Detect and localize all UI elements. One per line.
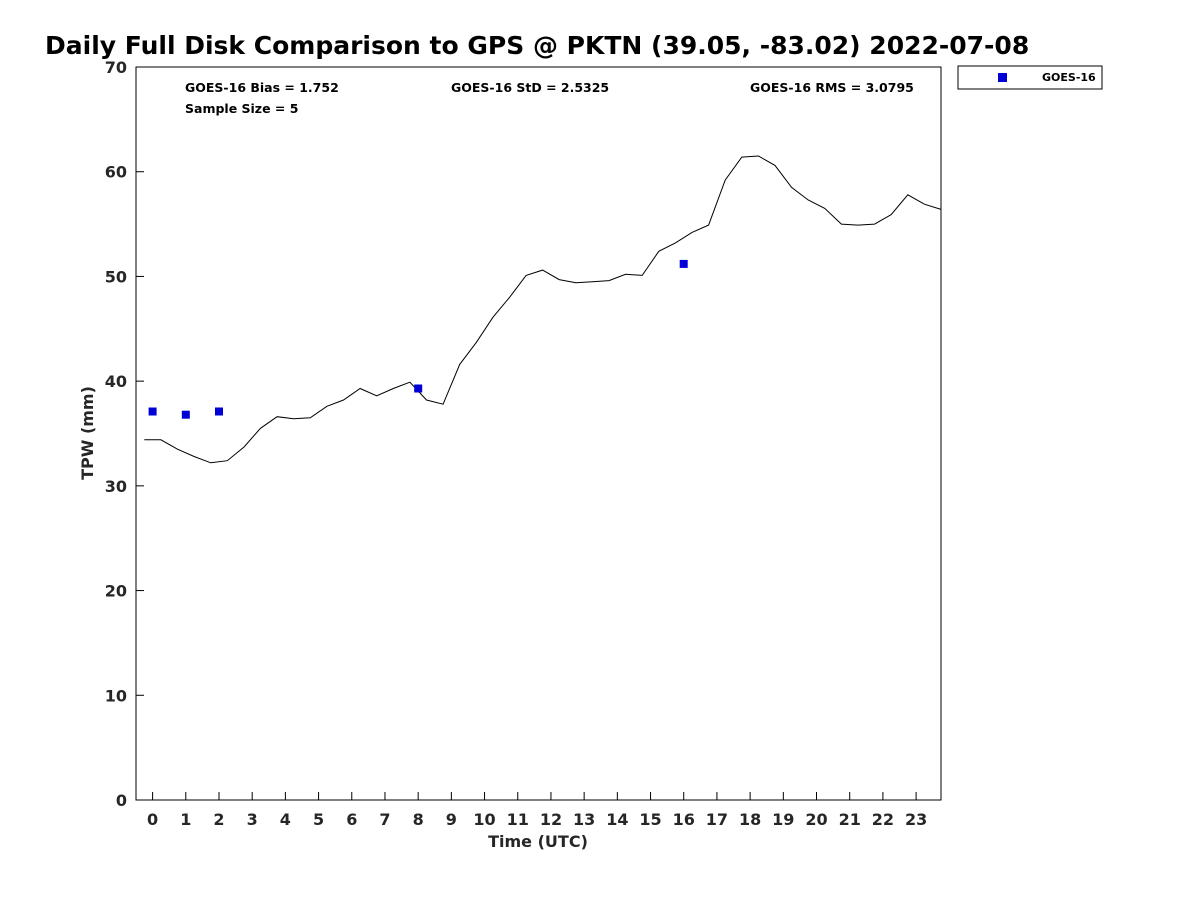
stat-sample-size: Sample Size = 5	[185, 101, 298, 116]
x-tick-label: 0	[147, 810, 158, 829]
x-tick-label: 14	[606, 810, 628, 829]
stat-std: GOES-16 StD = 2.5325	[451, 80, 609, 95]
goes16-point	[148, 407, 157, 416]
chart-title: Daily Full Disk Comparison to GPS @ PKTN…	[45, 31, 1029, 60]
goes16-point	[181, 410, 190, 419]
x-tick-label: 16	[673, 810, 695, 829]
y-tick-label: 40	[105, 372, 127, 391]
legend: GOES-16	[957, 65, 1103, 90]
y-tick-label: 10	[105, 686, 127, 705]
y-tick-label: 70	[105, 58, 127, 77]
goes16-point	[679, 259, 688, 268]
x-tick-label: 19	[772, 810, 794, 829]
x-tick-label: 23	[905, 810, 927, 829]
x-tick-label: 11	[507, 810, 529, 829]
x-axis-title: Time (UTC)	[488, 832, 588, 851]
x-tick-label: 20	[805, 810, 827, 829]
goes16-point	[414, 384, 423, 393]
x-tick-label: 12	[540, 810, 562, 829]
x-tick-label: 6	[346, 810, 357, 829]
stat-bias: GOES-16 Bias = 1.752	[185, 80, 339, 95]
y-tick-label: 20	[105, 582, 127, 601]
x-tick-label: 21	[839, 810, 861, 829]
x-tick-label: 2	[213, 810, 224, 829]
x-tick-label: 22	[872, 810, 894, 829]
x-tick-label: 5	[313, 810, 324, 829]
y-tick-label: 60	[105, 163, 127, 182]
legend-label: GOES-16	[1042, 71, 1096, 84]
x-tick-label: 4	[280, 810, 291, 829]
x-tick-label: 9	[446, 810, 457, 829]
plot-frame	[135, 66, 942, 801]
x-tick-label: 7	[379, 810, 390, 829]
y-tick-label: 50	[105, 267, 127, 286]
x-tick-label: 15	[639, 810, 661, 829]
goes16-point	[215, 407, 223, 416]
stat-rms: GOES-16 RMS = 3.0795	[750, 80, 914, 95]
y-tick-label: 0	[116, 791, 127, 810]
x-tick-label: 17	[706, 810, 728, 829]
x-tick-label: 18	[739, 810, 761, 829]
legend-marker	[998, 73, 1007, 82]
x-tick-label: 1	[180, 810, 191, 829]
x-tick-label: 3	[247, 810, 258, 829]
y-tick-label: 30	[105, 477, 127, 496]
legend-box	[957, 65, 1103, 90]
x-tick-label: 13	[573, 810, 595, 829]
x-tick-label: 8	[413, 810, 424, 829]
x-tick-label: 10	[473, 810, 495, 829]
series-layer	[144, 155, 942, 464]
gps-tpw-line	[144, 155, 942, 464]
y-axis-title: TPW (mm)	[78, 386, 97, 480]
